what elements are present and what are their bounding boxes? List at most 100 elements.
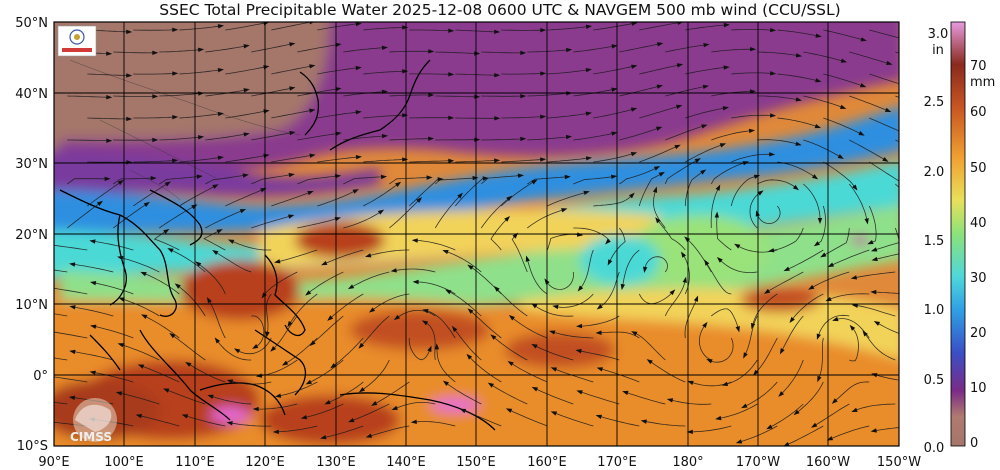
streamline <box>777 73 819 82</box>
streamline <box>159 49 202 53</box>
streamline <box>113 203 148 229</box>
streamline <box>435 51 478 54</box>
streamline <box>553 412 594 427</box>
wind-arrowhead <box>611 131 618 136</box>
wind-arrowhead <box>655 126 663 131</box>
lon-label-160e: 160°E <box>527 455 567 470</box>
streamline <box>179 69 222 75</box>
wind-arrowhead <box>817 217 823 224</box>
lat-label-10n: 10°N <box>15 298 48 313</box>
streamline <box>686 238 712 273</box>
wind-arrowhead <box>214 337 221 344</box>
wind-arrowhead <box>719 143 727 148</box>
streamline <box>624 391 666 405</box>
streamline <box>492 335 528 361</box>
wind-arrowhead <box>658 171 665 177</box>
wind-arrowhead <box>859 83 867 88</box>
wind-arrowhead <box>135 413 143 419</box>
streamline <box>639 64 681 75</box>
streamline <box>547 112 590 119</box>
wind-arrowhead <box>793 409 800 416</box>
wind-arrowhead <box>368 307 376 313</box>
wind-arrowhead <box>531 386 539 392</box>
streamline <box>915 206 951 227</box>
wind-arrowhead <box>448 72 455 77</box>
wind-arrowhead <box>852 184 858 191</box>
mm-tick-70: 70 <box>970 59 987 74</box>
streamline <box>297 44 339 53</box>
wind-arrowhead <box>172 158 179 163</box>
streamline <box>711 48 754 53</box>
streamline <box>480 197 511 229</box>
streamline <box>317 156 360 163</box>
lon-label-110e: 110°E <box>175 455 215 470</box>
wind-arrowhead <box>309 340 316 347</box>
wind-arrowhead <box>355 65 362 71</box>
streamline <box>216 339 252 361</box>
streamline <box>495 287 528 317</box>
streamline <box>271 109 313 119</box>
wind-arrowhead <box>451 325 458 333</box>
streamline <box>579 391 620 405</box>
streamline <box>87 73 130 76</box>
streamline <box>276 249 318 263</box>
wind-arrowhead <box>640 419 647 424</box>
wind-arrowhead <box>305 379 312 385</box>
wind-arrowhead <box>552 304 559 310</box>
wind-arrowhead <box>783 441 790 446</box>
streamline <box>210 395 252 405</box>
streamline <box>756 205 781 225</box>
wind-arrowhead <box>630 107 638 112</box>
wind-arrowhead <box>508 315 515 321</box>
streamline <box>508 409 548 427</box>
lon-label-180: 180° <box>672 455 703 470</box>
streamline <box>343 47 386 53</box>
streamline <box>179 185 217 207</box>
wind-arrowhead <box>520 136 527 142</box>
streamline <box>297 88 339 97</box>
streamline <box>757 51 800 57</box>
streamline <box>277 381 318 397</box>
wind-arrowhead <box>904 132 911 138</box>
streamline <box>454 177 486 207</box>
streamline <box>490 383 528 405</box>
wind-arrowhead <box>620 283 626 291</box>
wind-arrowhead <box>656 84 664 89</box>
mm-tick-50: 50 <box>970 161 987 176</box>
streamline <box>272 315 298 350</box>
streamline <box>409 73 452 75</box>
lon-label-130e: 130°E <box>316 455 356 470</box>
wind-arrowhead <box>90 324 97 329</box>
wind-arrowhead <box>212 184 219 189</box>
streamline <box>54 357 68 361</box>
wind-arrowhead <box>217 24 225 29</box>
wind-arrowhead <box>646 359 653 365</box>
wind-arrowhead <box>289 86 296 91</box>
streamline <box>710 162 747 185</box>
streamline <box>414 239 456 251</box>
wind-arrowhead <box>196 174 203 179</box>
streamline <box>67 95 110 98</box>
streamline <box>527 49 570 53</box>
streamline <box>757 179 797 189</box>
wind-arrowhead <box>795 141 802 146</box>
wind-arrowhead <box>381 45 388 50</box>
streamline <box>389 50 432 53</box>
wind-arrowhead <box>770 71 777 76</box>
wind-arrowhead <box>734 243 741 249</box>
wind-arrowhead <box>858 131 865 136</box>
wind-arrowhead <box>457 192 463 199</box>
wind-arrowhead <box>576 390 583 395</box>
lat-label-40n: 40°N <box>15 87 48 102</box>
streamline <box>389 177 430 185</box>
lat-label-0: 0° <box>33 369 48 384</box>
streamline <box>92 282 134 295</box>
wind-arrowhead <box>390 268 397 273</box>
streamline <box>849 95 889 112</box>
streamline <box>396 310 436 319</box>
wind-arrowhead <box>69 349 76 355</box>
streamline <box>876 322 899 334</box>
wind-arrowhead <box>643 266 648 273</box>
wind-arrowhead <box>825 296 832 302</box>
streamline <box>664 279 686 317</box>
